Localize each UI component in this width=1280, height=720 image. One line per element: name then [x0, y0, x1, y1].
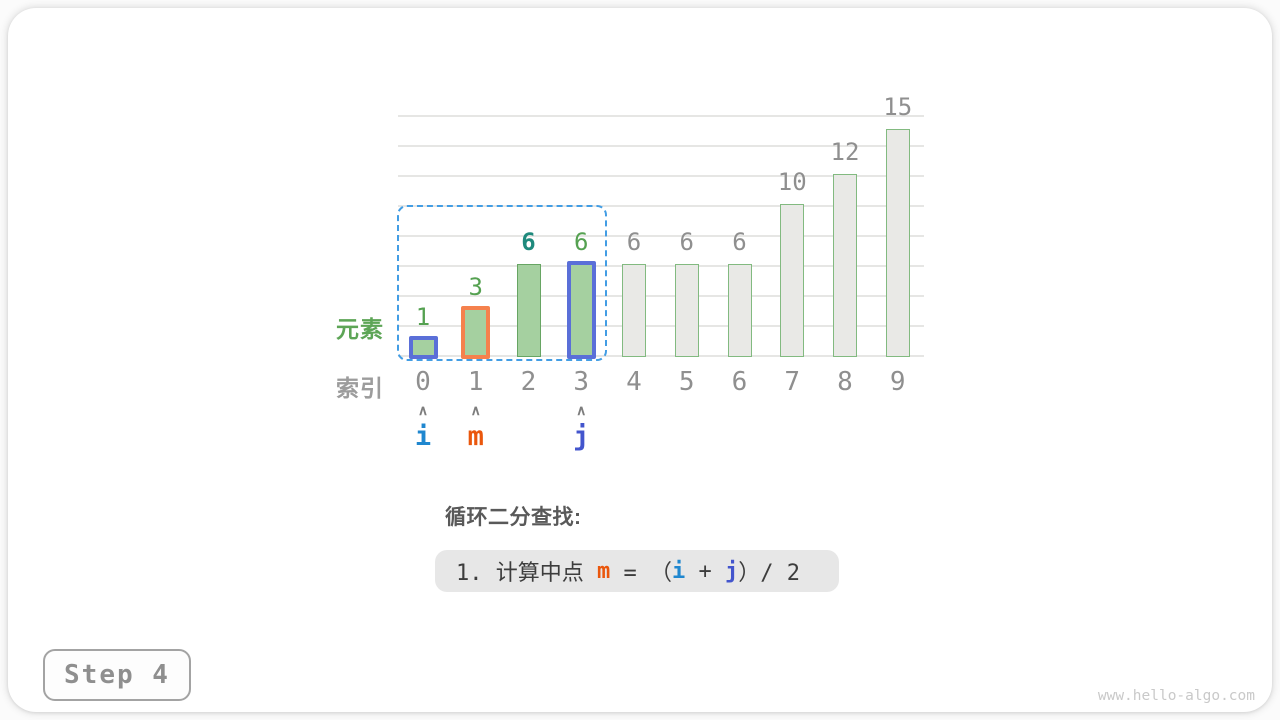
chart-gridline — [398, 235, 924, 237]
bar — [727, 263, 752, 357]
bar-value-label: 12 — [830, 138, 860, 166]
pointer-arrow: ∧ — [576, 402, 587, 418]
bar — [885, 128, 910, 357]
chart-gridline — [398, 175, 924, 177]
bar — [674, 263, 699, 357]
bar-value-label: 6 — [679, 228, 694, 256]
index-label: 5 — [678, 367, 695, 397]
index-label: 4 — [626, 367, 642, 397]
bar-value-label: 6 — [521, 228, 536, 256]
index-label: 6 — [731, 367, 748, 397]
chart-gridline — [398, 325, 924, 327]
index-label: 3 — [573, 367, 590, 397]
chart-gridline — [398, 145, 924, 147]
bar — [461, 306, 491, 359]
pointer-label-m: m — [467, 421, 484, 452]
bar — [516, 263, 541, 357]
index-label: 1 — [467, 367, 484, 397]
index-label: 2 — [520, 367, 537, 397]
figure-card: 1 0 3 1 6 2 6 3 6 4 6 5 6 6 10 7 12 8 15 9 ∧ i ∧ m ∧ j 元素 索引 循环二分… — [8, 8, 1272, 712]
chart-gridline — [398, 355, 924, 357]
chart-gridline — [398, 265, 924, 267]
pointer-arrow: ∧ — [417, 402, 429, 418]
index-label: 9 — [889, 367, 906, 397]
bar — [622, 263, 646, 357]
formula-segment: 1. 计算中点 — [456, 561, 597, 586]
bar-value-label: 6 — [732, 228, 747, 256]
caption-title: 循环二分查找: — [445, 506, 582, 529]
pointer-arrow: ∧ — [470, 402, 481, 418]
formula-segment: + — [685, 558, 725, 584]
bar-value-label: 6 — [574, 228, 589, 256]
bar-value-label: 1 — [415, 303, 431, 331]
bar-value-label: 6 — [626, 228, 642, 256]
bar — [566, 261, 596, 359]
bar — [408, 336, 438, 359]
formula-segment: m — [596, 558, 611, 584]
pointer-label-i: i — [414, 421, 432, 452]
bar — [780, 203, 805, 357]
step-badge: Step 4 — [43, 649, 191, 701]
index-axis-label: 索引 — [336, 375, 384, 401]
search-range-outline — [397, 205, 608, 361]
watermark-url: www.hello-algo.com — [1097, 688, 1255, 704]
bar — [833, 173, 857, 357]
bar-value-label: 15 — [883, 93, 913, 121]
index-label: 8 — [837, 367, 853, 397]
elements-axis-label: 元素 — [336, 316, 384, 342]
chart-gridline — [398, 115, 924, 117]
pointer-label-j: j — [573, 421, 590, 452]
formula-step-box: 1. 计算中点 m = （i + j ）/ 2 — [435, 550, 839, 592]
formula-segment: i — [671, 558, 686, 584]
chart-gridline — [398, 205, 924, 207]
chart-gridline — [398, 295, 924, 297]
bar-value-label: 10 — [777, 168, 807, 196]
formula-segment: ）/ 2 — [738, 561, 800, 586]
bar-value-label: 3 — [468, 273, 483, 301]
formula-segment: j — [724, 558, 739, 584]
index-label: 0 — [415, 367, 431, 397]
index-label: 7 — [784, 367, 801, 397]
formula-segment: = （ — [610, 561, 672, 586]
